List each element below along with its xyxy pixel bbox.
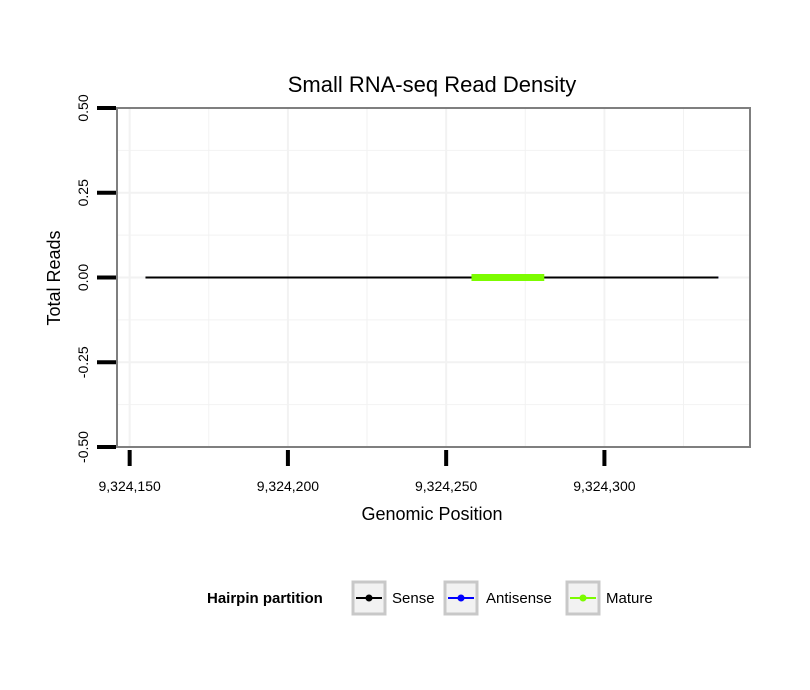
- y-tick-label: 0.00: [75, 264, 91, 291]
- legend-label: Mature: [606, 590, 653, 607]
- legend: Hairpin partition Sense Antisense Mature: [207, 580, 653, 616]
- x-tick-label: 9,324,150: [99, 478, 161, 494]
- x-tick-label: 9,324,250: [415, 478, 477, 494]
- x-tick-label: 9,324,200: [257, 478, 319, 494]
- x-tick-label: 9,324,300: [573, 478, 635, 494]
- y-tick-label: -0.50: [75, 431, 91, 463]
- legend-label: Antisense: [486, 590, 552, 607]
- legend-label: Sense: [392, 590, 435, 607]
- axes: 9,324,150 9,324,200 9,324,250 9,324,300 -0.5…: [75, 94, 636, 494]
- legend-key-point: [457, 594, 465, 602]
- y-tick-label: 0.50: [75, 94, 91, 121]
- legend-key-point: [365, 594, 373, 602]
- legend-title: Hairpin partition: [207, 590, 323, 607]
- y-tick-label: 0.25: [75, 179, 91, 206]
- y-tick-label: -0.25: [75, 346, 91, 378]
- x-axis-label: Genomic Position: [361, 504, 502, 524]
- chart-title: Small RNA-seq Read Density: [288, 72, 577, 97]
- y-axis-label: Total Reads: [44, 230, 64, 325]
- plot-panel-border: [116, 107, 751, 448]
- legend-key-point: [579, 594, 587, 602]
